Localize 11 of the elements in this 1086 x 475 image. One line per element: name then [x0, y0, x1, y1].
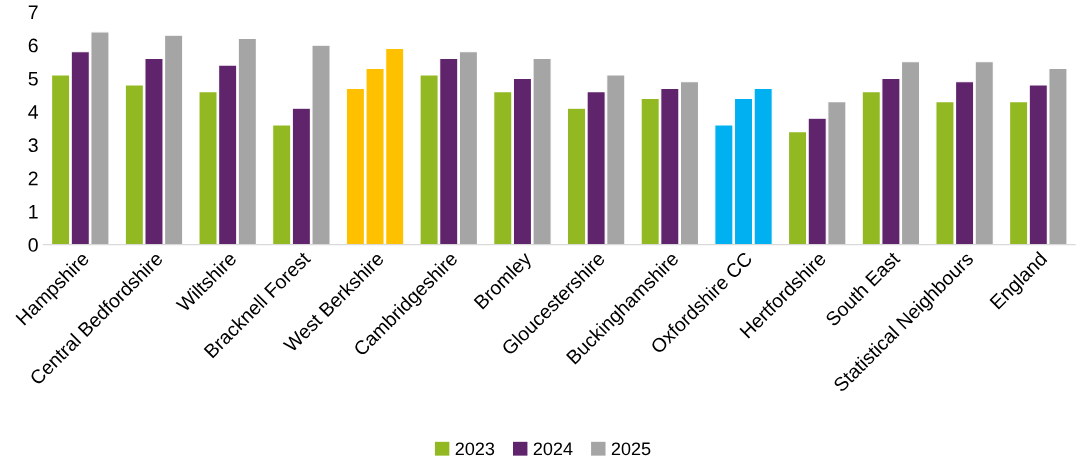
y-tick-label: 0 — [28, 238, 38, 252]
legend-label: 2024 — [533, 442, 573, 456]
y-tick-label: 7 — [28, 5, 38, 19]
y-tick-label: 6 — [28, 38, 38, 53]
y-tick-label: 1 — [29, 205, 38, 219]
y-tick-label: 2 — [28, 171, 38, 186]
y-tick-label: 3 — [28, 138, 38, 153]
legend-label: 2025 — [611, 442, 651, 456]
y-tick-label: 5 — [28, 72, 38, 86]
legend-label: 2023 — [455, 442, 495, 456]
y-tick-label: 4 — [28, 105, 39, 119]
